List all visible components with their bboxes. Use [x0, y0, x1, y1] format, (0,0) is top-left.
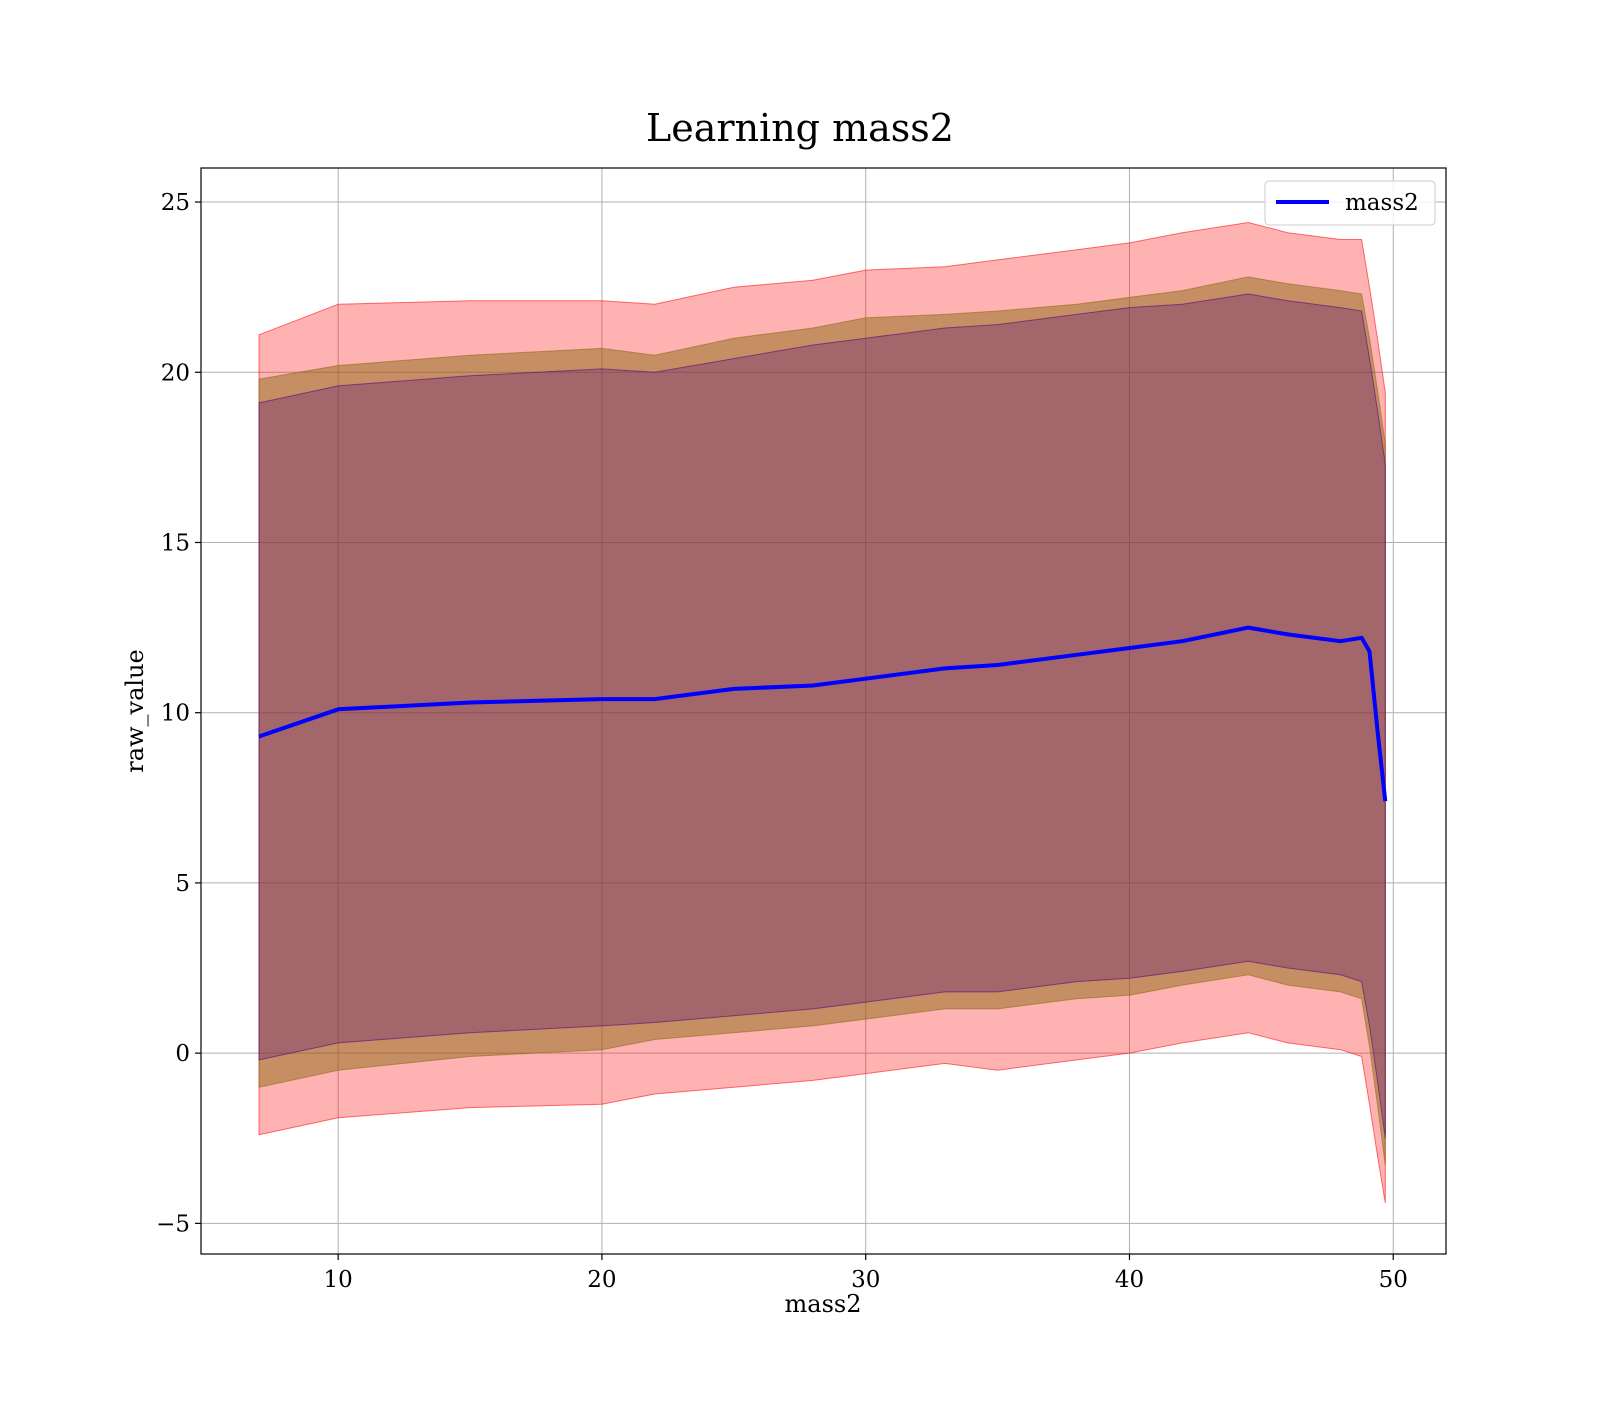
band-middle: [258, 276, 1386, 1166]
series-line-mass2: [258, 625, 1388, 802]
y-axis-label: raw_value: [121, 649, 149, 773]
y-tick-label: 10: [161, 701, 190, 727]
y-tick-label: 5: [175, 871, 190, 897]
legend-label: mass2: [1345, 190, 1419, 216]
plot-frame: [200, 167, 1447, 1255]
bands: [258, 221, 1386, 1203]
y-tick-label: 25: [161, 190, 190, 216]
legend: mass2: [1264, 180, 1436, 226]
band-inner: [258, 293, 1386, 1139]
y-tick-label: −5: [156, 1211, 190, 1237]
x-tick-label: 40: [1115, 1267, 1144, 1293]
y-tick-label: 15: [161, 530, 190, 556]
lines: [258, 625, 1388, 802]
x-axis: 10 20 30 40 50: [324, 1254, 1408, 1293]
x-tick-label: 50: [1379, 1267, 1408, 1293]
y-tick-label: 0: [175, 1041, 190, 1067]
legend-box: [1264, 180, 1436, 226]
chart-title: Learning mass2: [646, 106, 954, 150]
y-axis: −5 0 5 10 15 20 25: [156, 190, 201, 1237]
x-tick-label: 10: [324, 1267, 353, 1293]
y-tick-label: 20: [161, 360, 190, 386]
x-axis-label: mass2: [785, 1290, 862, 1318]
x-tick-label: 20: [587, 1267, 616, 1293]
x-tick-label: 30: [851, 1267, 880, 1293]
